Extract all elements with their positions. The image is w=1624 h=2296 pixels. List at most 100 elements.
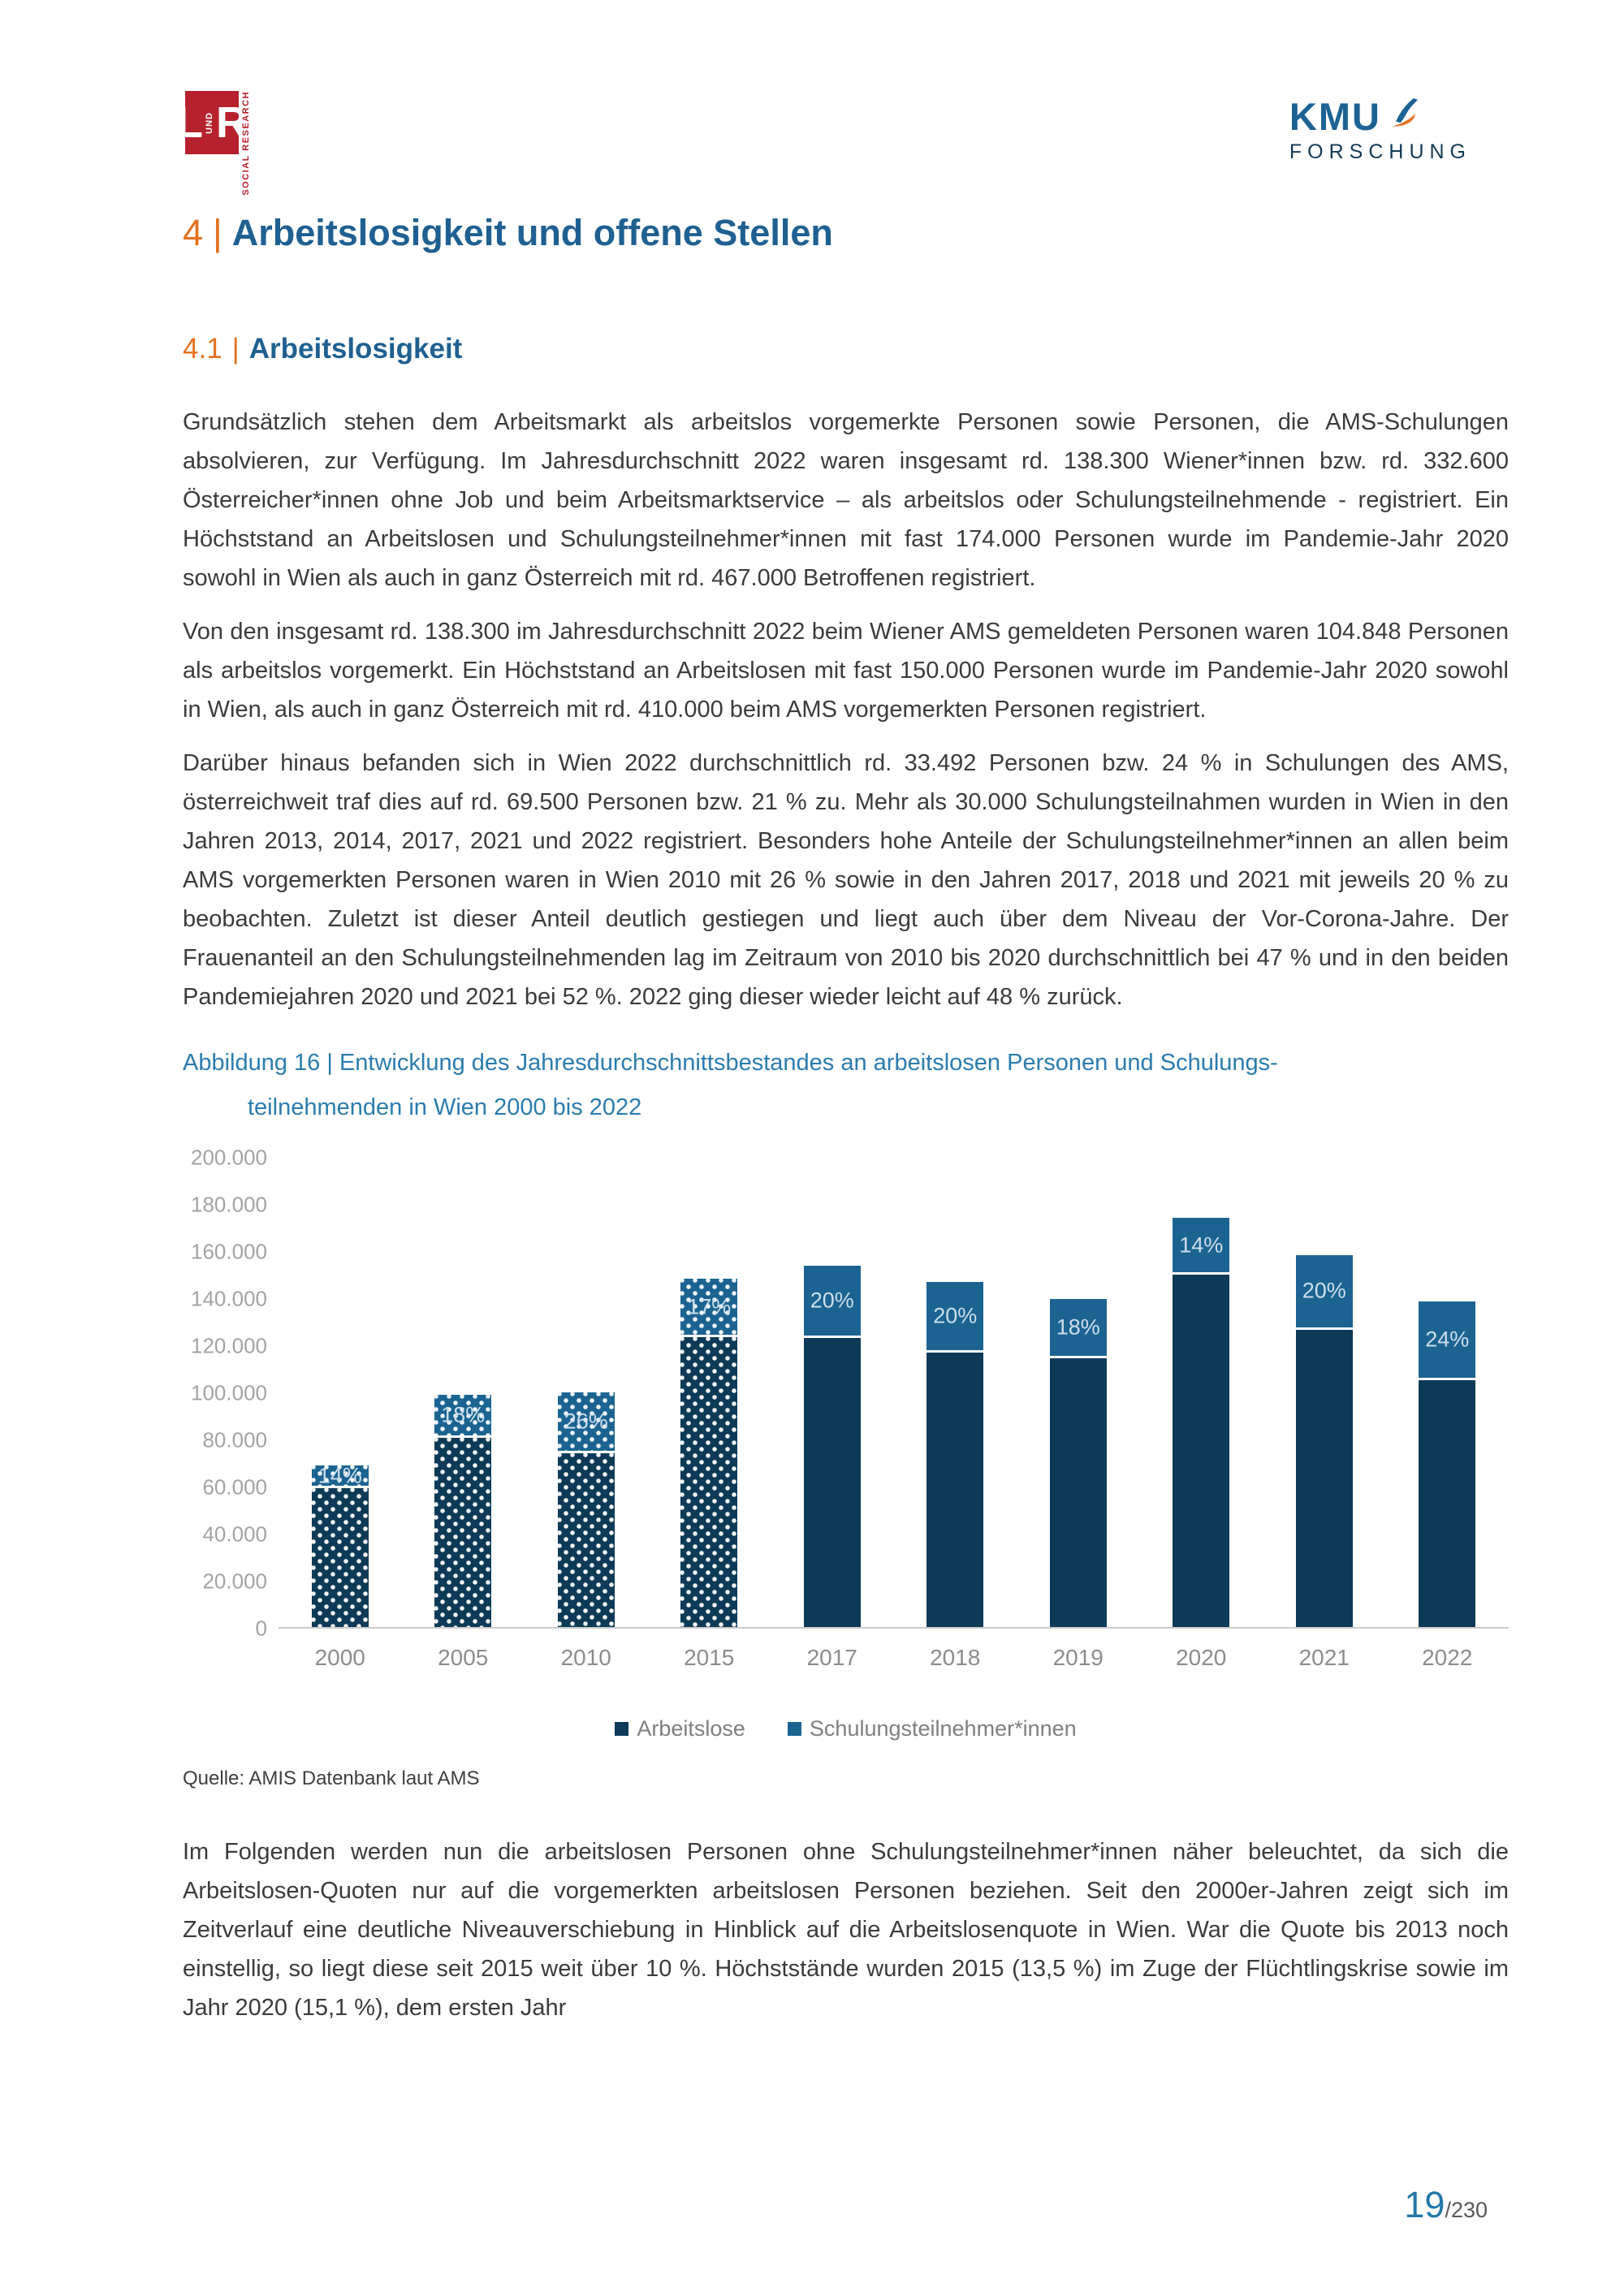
subsection-number: 4.1 bbox=[183, 333, 222, 365]
y-axis-tick: 120.000 bbox=[191, 1333, 267, 1358]
segment-arbeitslose bbox=[1049, 1358, 1107, 1627]
segment-schulungsteilnehmer: 18% bbox=[1049, 1299, 1107, 1359]
page-number-total: /230 bbox=[1445, 2198, 1488, 2222]
y-axis-tick: 60.000 bbox=[202, 1474, 267, 1500]
y-axis-tick: 40.000 bbox=[202, 1521, 267, 1547]
x-axis-label: 2010 bbox=[560, 1645, 611, 1670]
legend-item: Schulungsteilnehmer*innen bbox=[787, 1716, 1077, 1741]
percent-label: 20% bbox=[810, 1288, 854, 1313]
segment-arbeitslose bbox=[557, 1453, 615, 1627]
segment-schulungsteilnehmer: 20% bbox=[803, 1265, 861, 1338]
percent-label: 20% bbox=[933, 1303, 978, 1328]
bar-slot: 20% bbox=[1263, 1158, 1386, 1627]
y-axis-tick: 180.000 bbox=[191, 1192, 267, 1217]
bars-row: 14% 18% 26% 17% 20% 20% 18% 14% 20% 24% bbox=[279, 1158, 1509, 1629]
legend-swatch bbox=[787, 1722, 801, 1736]
y-axis-tick: 100.000 bbox=[191, 1380, 267, 1405]
lr-logo-letter-l: L bbox=[176, 98, 203, 147]
bar-slot: 18% bbox=[1017, 1158, 1140, 1627]
bar-slot: 17% bbox=[648, 1158, 771, 1627]
segment-schulungsteilnehmer: 14% bbox=[311, 1463, 369, 1488]
segment-arbeitslose bbox=[680, 1337, 738, 1627]
bar-slot: 26% bbox=[525, 1158, 648, 1627]
lr-logo-und: UND bbox=[205, 111, 214, 134]
paragraph-2: Von den insgesamt rd. 138.300 im Jahresd… bbox=[183, 619, 1509, 723]
x-axis-label: 2021 bbox=[1298, 1645, 1350, 1670]
figure-caption: Abbildung 16 | Entwicklung des Jahresdur… bbox=[183, 1041, 1509, 1130]
segment-arbeitslose bbox=[311, 1487, 369, 1627]
legend-swatch bbox=[615, 1722, 629, 1736]
y-axis-tick: 200.000 bbox=[191, 1145, 267, 1170]
figure-source: Quelle: AMIS Datenbank laut AMS bbox=[183, 1767, 480, 1789]
bar-slot: 14% bbox=[279, 1158, 402, 1627]
page-number-current: 19 bbox=[1404, 2184, 1445, 2225]
bar-slot: 18% bbox=[402, 1158, 525, 1627]
kmu-forschung-logo: KMU FORSCHUNG bbox=[1289, 94, 1471, 164]
stacked-bar-2010: 26% bbox=[557, 1392, 615, 1627]
lr-logo-side-text: SOCIAL RESEARCH bbox=[241, 91, 251, 196]
legend-item: Arbeitslose bbox=[615, 1716, 745, 1741]
segment-schulungsteilnehmer: 17% bbox=[680, 1278, 738, 1338]
stacked-bar-chart: 200.000 180.000 160.000 140.000 120.000 100.0… bbox=[183, 1146, 1509, 1741]
stacked-bar-2015: 17% bbox=[680, 1278, 738, 1627]
x-axis-label: 2000 bbox=[314, 1645, 365, 1670]
y-axis-tick: 20.000 bbox=[202, 1569, 267, 1594]
legend-label: Arbeitslose bbox=[637, 1716, 745, 1741]
kmu-logo-text: KMU bbox=[1289, 95, 1381, 138]
chart-legend: Arbeitslose Schulungsteilnehmer*innen bbox=[183, 1716, 1509, 1741]
segment-arbeitslose bbox=[1173, 1275, 1230, 1627]
section-heading: 4 | Arbeitslosigkeit und offene Stellen bbox=[183, 211, 1509, 255]
paragraph-closing: Im Folgenden werden nun die arbeitslosen… bbox=[183, 1839, 1509, 2021]
x-axis-label: 2018 bbox=[930, 1645, 981, 1670]
percent-label: 18% bbox=[441, 1402, 486, 1427]
segment-schulungsteilnehmer: 18% bbox=[434, 1395, 492, 1438]
y-axis-tick: 140.000 bbox=[191, 1286, 267, 1311]
x-axis-label: 2022 bbox=[1422, 1645, 1473, 1670]
y-axis: 200.000 180.000 160.000 140.000 120.000 100.0… bbox=[183, 1146, 279, 1641]
figure-caption-line1: Abbildung 16 | Entwicklung des Jahresdur… bbox=[183, 1050, 1278, 1076]
figure-caption-line2: teilnehmenden in Wien 2000 bis 2022 bbox=[248, 1094, 642, 1120]
kmu-logo-subtext: FORSCHUNG bbox=[1289, 140, 1471, 163]
segment-schulungsteilnehmer: 20% bbox=[926, 1282, 984, 1353]
stacked-bar-2019: 18% bbox=[1049, 1299, 1107, 1627]
percent-label: 20% bbox=[1302, 1278, 1346, 1303]
bar-slot: 14% bbox=[1140, 1158, 1263, 1627]
segment-schulungsteilnehmer: 20% bbox=[1295, 1255, 1353, 1330]
stacked-bar-2018: 20% bbox=[926, 1282, 984, 1627]
segment-arbeitslose bbox=[803, 1337, 861, 1627]
stacked-bar-2000: 14% bbox=[311, 1463, 369, 1627]
percent-label: 14% bbox=[1179, 1232, 1224, 1258]
subsection-title: Arbeitslosigkeit bbox=[248, 333, 463, 365]
y-axis-tick: 160.000 bbox=[191, 1239, 267, 1264]
segment-schulungsteilnehmer: 14% bbox=[1173, 1218, 1230, 1275]
stacked-bar-2005: 18% bbox=[434, 1395, 492, 1627]
legend-label: Schulungsteilnehmer*innen bbox=[809, 1716, 1077, 1741]
y-axis-tick: 0 bbox=[255, 1616, 267, 1641]
segment-schulungsteilnehmer: 26% bbox=[557, 1392, 615, 1454]
segment-arbeitslose bbox=[1295, 1329, 1353, 1627]
stacked-bar-2021: 20% bbox=[1295, 1255, 1353, 1627]
segment-arbeitslose bbox=[434, 1437, 492, 1627]
x-axis-label: 2005 bbox=[438, 1645, 489, 1670]
x-axis-label: 2019 bbox=[1052, 1645, 1104, 1670]
percent-label: 26% bbox=[564, 1409, 608, 1434]
page-number: 19 /230 bbox=[1404, 2184, 1488, 2226]
feather-icon bbox=[1384, 96, 1422, 137]
subsection-pipe: | bbox=[231, 333, 240, 365]
x-axis: 2000 2005 2010 2015 2017 2018 2019 2020 2021 2022 bbox=[279, 1645, 1509, 1671]
bar-slot: 20% bbox=[894, 1158, 1017, 1627]
section-number: 4 bbox=[183, 212, 204, 253]
section-title: Arbeitslosigkeit und offene Stellen bbox=[231, 212, 833, 253]
stacked-bar-2022: 24% bbox=[1419, 1301, 1476, 1627]
x-axis-label: 2017 bbox=[806, 1645, 857, 1670]
page-content: 4 | Arbeitslosigkeit und offene Stellen 4.… bbox=[183, 211, 1509, 2021]
x-axis-label: 2020 bbox=[1176, 1645, 1227, 1670]
bar-slot: 20% bbox=[771, 1158, 894, 1627]
percent-label: 18% bbox=[1056, 1314, 1100, 1340]
percent-label: 24% bbox=[1425, 1327, 1470, 1352]
stacked-bar-2020: 14% bbox=[1173, 1218, 1230, 1627]
paragraph-1: Grundsätzlich stehen dem Arbeitsmarkt al… bbox=[183, 409, 1509, 591]
segment-schulungsteilnehmer: 24% bbox=[1419, 1301, 1476, 1380]
percent-label: 14% bbox=[317, 1463, 362, 1488]
